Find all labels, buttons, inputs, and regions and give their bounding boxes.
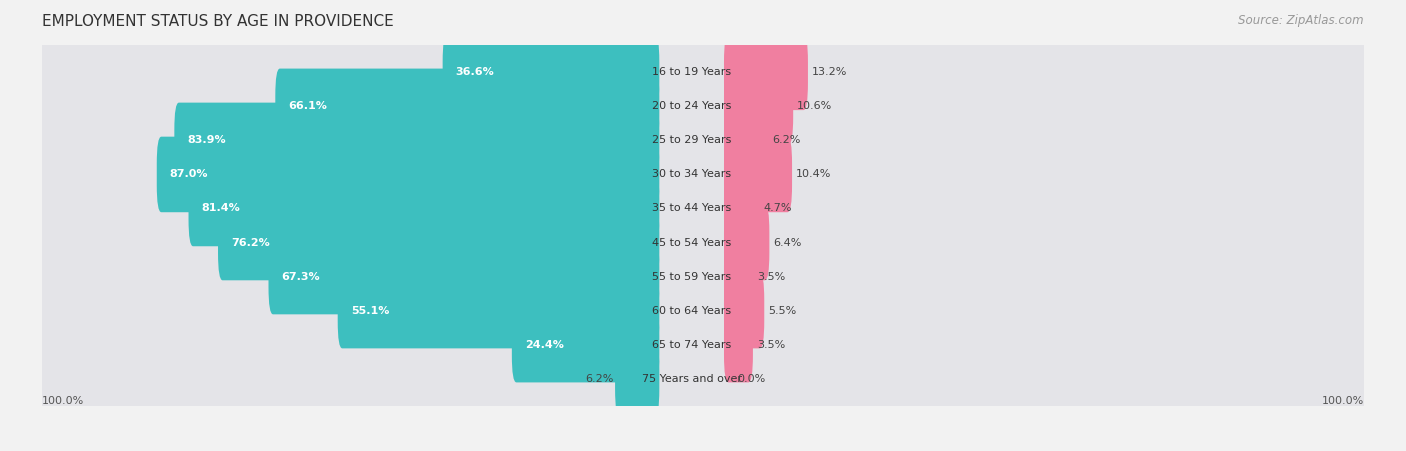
Text: 10.6%: 10.6% <box>797 101 832 111</box>
Text: 45 to 54 Years: 45 to 54 Years <box>652 238 731 248</box>
Text: 87.0%: 87.0% <box>170 170 208 179</box>
Text: Source: ZipAtlas.com: Source: ZipAtlas.com <box>1239 14 1364 27</box>
FancyBboxPatch shape <box>41 99 1365 182</box>
Text: 0.0%: 0.0% <box>737 374 765 384</box>
Text: 65 to 74 Years: 65 to 74 Years <box>652 340 731 350</box>
FancyBboxPatch shape <box>724 137 792 212</box>
Text: 81.4%: 81.4% <box>201 203 240 213</box>
Text: 20 to 24 Years: 20 to 24 Years <box>652 101 731 111</box>
FancyBboxPatch shape <box>156 137 659 212</box>
Text: 4.7%: 4.7% <box>763 203 792 213</box>
FancyBboxPatch shape <box>41 269 1365 352</box>
FancyBboxPatch shape <box>276 69 659 144</box>
Text: EMPLOYMENT STATUS BY AGE IN PROVIDENCE: EMPLOYMENT STATUS BY AGE IN PROVIDENCE <box>42 14 394 28</box>
FancyBboxPatch shape <box>512 307 659 382</box>
FancyBboxPatch shape <box>724 103 768 178</box>
Text: 6.4%: 6.4% <box>773 238 801 248</box>
FancyBboxPatch shape <box>724 35 808 110</box>
FancyBboxPatch shape <box>443 35 659 110</box>
Text: 3.5%: 3.5% <box>756 272 785 281</box>
FancyBboxPatch shape <box>41 31 1365 114</box>
Text: 55 to 59 Years: 55 to 59 Years <box>652 272 731 281</box>
FancyBboxPatch shape <box>41 167 1365 250</box>
FancyBboxPatch shape <box>337 273 659 348</box>
FancyBboxPatch shape <box>724 273 765 348</box>
Text: 35 to 44 Years: 35 to 44 Years <box>652 203 731 213</box>
Text: 30 to 34 Years: 30 to 34 Years <box>652 170 731 179</box>
FancyBboxPatch shape <box>41 65 1365 147</box>
Text: 100.0%: 100.0% <box>42 396 84 406</box>
Text: 10.4%: 10.4% <box>796 170 831 179</box>
FancyBboxPatch shape <box>41 304 1365 386</box>
Text: 6.2%: 6.2% <box>772 135 800 145</box>
Text: 55.1%: 55.1% <box>350 306 389 316</box>
Text: 75 Years and over: 75 Years and over <box>641 374 741 384</box>
Text: 24.4%: 24.4% <box>524 340 564 350</box>
Text: 5.5%: 5.5% <box>768 306 796 316</box>
Text: 3.5%: 3.5% <box>756 340 785 350</box>
FancyBboxPatch shape <box>41 337 1365 420</box>
Text: 13.2%: 13.2% <box>811 67 848 77</box>
FancyBboxPatch shape <box>41 133 1365 216</box>
FancyBboxPatch shape <box>41 201 1365 284</box>
FancyBboxPatch shape <box>614 341 659 416</box>
FancyBboxPatch shape <box>724 69 793 144</box>
Text: 67.3%: 67.3% <box>281 272 321 281</box>
FancyBboxPatch shape <box>724 170 759 246</box>
Text: 60 to 64 Years: 60 to 64 Years <box>652 306 731 316</box>
Text: 25 to 29 Years: 25 to 29 Years <box>652 135 731 145</box>
FancyBboxPatch shape <box>724 307 754 382</box>
FancyBboxPatch shape <box>41 235 1365 318</box>
Text: 36.6%: 36.6% <box>456 67 495 77</box>
Text: 83.9%: 83.9% <box>187 135 226 145</box>
FancyBboxPatch shape <box>724 205 769 281</box>
Text: 16 to 19 Years: 16 to 19 Years <box>652 67 731 77</box>
Text: 66.1%: 66.1% <box>288 101 328 111</box>
Text: 76.2%: 76.2% <box>231 238 270 248</box>
FancyBboxPatch shape <box>269 239 659 314</box>
FancyBboxPatch shape <box>174 103 659 178</box>
FancyBboxPatch shape <box>724 239 754 314</box>
FancyBboxPatch shape <box>218 205 659 281</box>
Text: 6.2%: 6.2% <box>585 374 614 384</box>
Text: 100.0%: 100.0% <box>1322 396 1364 406</box>
FancyBboxPatch shape <box>188 170 659 246</box>
